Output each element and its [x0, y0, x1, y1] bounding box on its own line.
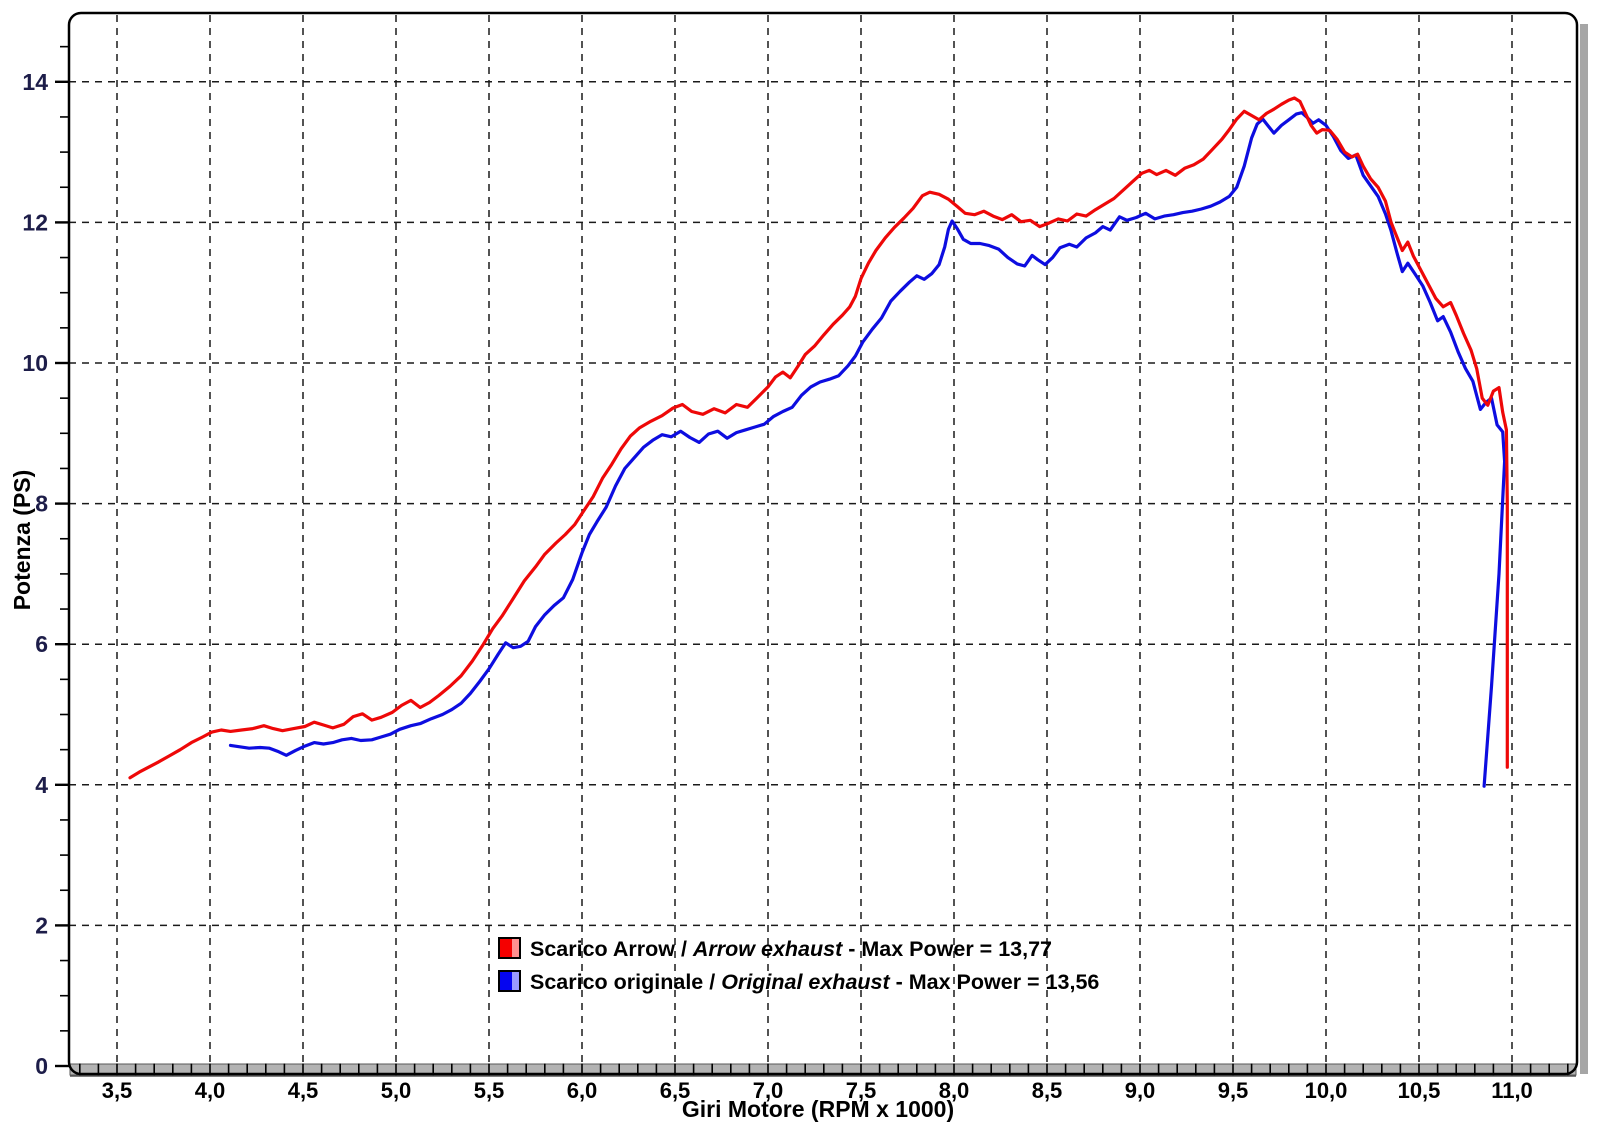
- axis-ticks: [55, 45, 69, 1068]
- legend-swatch-light-arrow: [512, 938, 520, 958]
- plot-frame-border: [67, 11, 1579, 1076]
- curve-arrow: [128, 96, 1509, 780]
- legend-swatch-main-original: [499, 971, 512, 991]
- x-tick-label-10,5: 10,5: [1398, 1078, 1441, 1103]
- gridlines: [69, 15, 1577, 1064]
- x-tick-label-4,0: 4,0: [195, 1078, 226, 1103]
- y-tick-label-10: 10: [22, 350, 48, 376]
- legend-swatch-border-arrow: [498, 937, 521, 959]
- y-tick-label-14: 14: [22, 69, 48, 95]
- y-tick-label-6: 6: [35, 631, 48, 657]
- legend-swatch-main-arrow: [499, 938, 512, 958]
- x-tick-label-7,0: 7,0: [753, 1078, 784, 1103]
- x-tick-label-3,5: 3,5: [102, 1078, 133, 1103]
- legend-row-arrow: Scarico Arrow / Arrow exhaust - Max Powe…: [498, 937, 1052, 961]
- legend-row-original: Scarico originale / Original exhaust - M…: [498, 970, 1099, 994]
- legend: Scarico Arrow / Arrow exhaust - Max Powe…: [498, 937, 1099, 994]
- x-tick-label-5,0: 5,0: [381, 1078, 412, 1103]
- x-tick-label-11,0: 11,0: [1491, 1078, 1533, 1103]
- power-curves: [128, 96, 1509, 788]
- y-tick-label-8: 8: [35, 491, 48, 517]
- x-tick-label-9,5: 9,5: [1218, 1078, 1249, 1103]
- x-tick-label-8,5: 8,5: [1032, 1078, 1063, 1103]
- legend-swatch-border-original: [498, 970, 521, 992]
- x-tick-label-10,0: 10,0: [1305, 1078, 1348, 1103]
- legend-label-original: Scarico originale / Original exhaust - M…: [530, 970, 1099, 994]
- frame-shadow: [1580, 24, 1588, 1074]
- x-tick-label-9,0: 9,0: [1125, 1078, 1156, 1103]
- x-tick-label-4,5: 4,5: [288, 1078, 319, 1103]
- y-tick-label-0: 0: [35, 1053, 48, 1079]
- x-tick-label-6,0: 6,0: [567, 1078, 598, 1103]
- legend-label-arrow: Scarico Arrow / Arrow exhaust - Max Powe…: [530, 937, 1052, 961]
- plot-background: [69, 13, 1577, 1074]
- x-tick-label-8,0: 8,0: [939, 1078, 970, 1103]
- y-tick-label-4: 4: [35, 772, 48, 798]
- x-tick-label-7,5: 7,5: [846, 1078, 877, 1103]
- y-tick-label-12: 12: [22, 209, 48, 235]
- plot-frame: [67, 11, 1579, 1076]
- axis-tick-labels: 0 2 4 6 8 10 12 14 3,5 4,0 4,5 5,0 5,5 6,0 6,5 7,0 7,5 8,…: [22, 69, 1532, 1103]
- plot-area: [69, 13, 1577, 1074]
- x-tick-label-5,5: 5,5: [474, 1078, 505, 1103]
- x-axis-bar: [69, 1063, 1577, 1077]
- x-tick-label-6,5: 6,5: [660, 1078, 691, 1103]
- y-tick-label-2: 2: [35, 912, 48, 938]
- legend-swatch-light-original: [512, 971, 520, 991]
- y-axis-title: Potenza (PS): [9, 470, 35, 611]
- x-axis-title: Giri Motore (RPM x 1000): [682, 1096, 954, 1122]
- frame-shadow-bar: [1580, 24, 1588, 1074]
